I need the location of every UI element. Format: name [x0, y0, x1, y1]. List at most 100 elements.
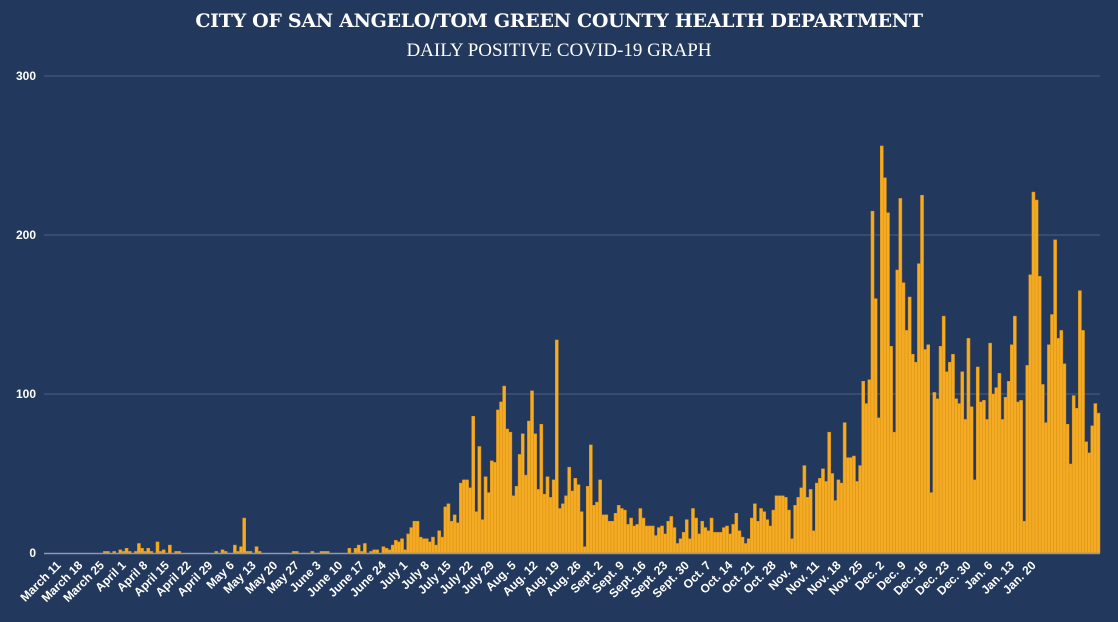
bar: [935, 398, 940, 554]
bar: [907, 296, 912, 554]
bar: [824, 481, 828, 554]
bar: [938, 346, 943, 554]
bar: [616, 505, 621, 554]
bar: [734, 513, 739, 554]
bar: [384, 547, 389, 554]
bar: [889, 346, 893, 554]
bar: [508, 431, 513, 554]
bar: [527, 420, 531, 554]
bar: [669, 516, 674, 554]
bar: [932, 392, 937, 554]
bar: [805, 497, 810, 554]
bar: [855, 481, 859, 554]
bar: [1040, 384, 1045, 554]
bar: [638, 508, 643, 554]
bar: [440, 536, 445, 554]
bar: [517, 454, 522, 554]
bar: [1084, 441, 1088, 554]
bar: [796, 497, 801, 554]
bar: [1093, 403, 1098, 554]
bar: [749, 517, 754, 554]
bar: [1034, 199, 1039, 554]
bar: [520, 433, 525, 554]
bar: [381, 546, 386, 554]
bar: [979, 401, 983, 554]
bar: [861, 381, 866, 554]
bar: [852, 455, 856, 554]
bar: [595, 501, 599, 554]
chart-subtitle: DAILY POSITIVE COVID-19 GRAPH: [406, 40, 712, 61]
bar: [474, 511, 479, 554]
bar: [793, 505, 797, 554]
bar: [390, 544, 395, 554]
bar: [892, 431, 896, 554]
bar: [347, 547, 352, 554]
bar: [459, 482, 463, 554]
bar: [780, 495, 785, 554]
bar: [455, 522, 460, 554]
bar: [242, 517, 246, 554]
bar: [409, 527, 414, 554]
bar: [548, 497, 553, 554]
bar: [1000, 419, 1005, 554]
bar: [462, 479, 466, 554]
bar: [917, 263, 921, 554]
bar: [954, 398, 958, 554]
bar: [118, 549, 123, 554]
bar: [972, 479, 977, 554]
bar: [431, 536, 435, 554]
bar: [604, 514, 609, 554]
bar: [623, 509, 627, 554]
bar: [635, 524, 640, 554]
bar: [821, 468, 825, 554]
bar: [830, 473, 835, 554]
bar: [672, 527, 677, 554]
bar: [524, 474, 528, 554]
bar: [870, 210, 875, 554]
y-tick-label: 200: [16, 228, 36, 242]
bar: [845, 457, 850, 554]
bar: [585, 485, 590, 554]
bar: [137, 543, 141, 554]
bar: [502, 385, 506, 554]
bar: [654, 535, 658, 554]
bar: [353, 547, 358, 554]
bar: [660, 525, 664, 554]
bar: [558, 508, 562, 554]
bar: [415, 520, 420, 554]
bar: [700, 520, 705, 554]
bar: [982, 400, 986, 554]
bar: [703, 527, 708, 554]
bar: [489, 460, 494, 554]
bar: [1019, 400, 1023, 554]
bar: [468, 487, 472, 554]
bar: [514, 485, 519, 554]
bar: [647, 525, 652, 554]
bar: [601, 514, 606, 554]
bar: [1006, 381, 1011, 554]
bar: [756, 520, 760, 554]
bar: [493, 462, 497, 554]
bar: [957, 403, 961, 554]
bar: [886, 212, 890, 554]
bar: [951, 354, 955, 554]
bar: [564, 495, 568, 554]
bar: [124, 547, 129, 554]
bar: [613, 513, 618, 554]
bar: [412, 520, 417, 554]
bar: [876, 417, 881, 554]
bar: [641, 517, 646, 554]
bar: [814, 482, 819, 554]
bar: [719, 532, 723, 554]
bar: [505, 428, 510, 554]
bar: [161, 549, 166, 554]
bar: [765, 519, 770, 554]
bars: [103, 145, 1101, 554]
bar: [966, 338, 971, 554]
bar: [536, 489, 541, 554]
y-axis-ticks: 0 100 200 300: [16, 69, 36, 560]
bar: [898, 198, 903, 554]
bar: [948, 361, 952, 554]
bar: [811, 530, 816, 554]
bar: [530, 390, 534, 554]
